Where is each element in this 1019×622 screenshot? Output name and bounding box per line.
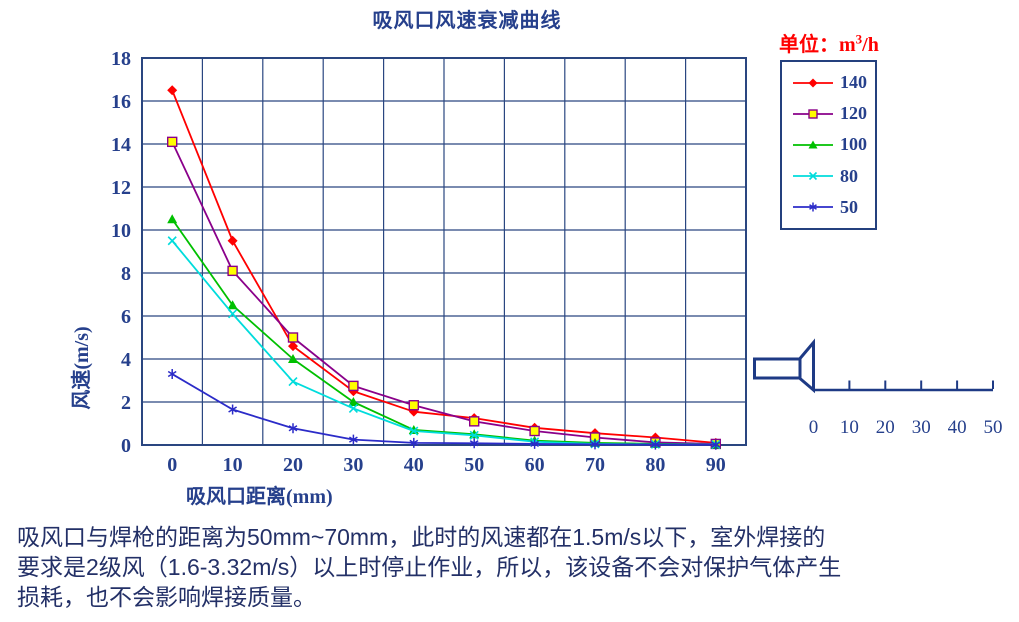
square-marker <box>287 332 299 343</box>
svg-text:70: 70 <box>585 454 605 476</box>
ruler-labels: 0 10 20 30 40 50 <box>809 417 1003 438</box>
asterisk-marker <box>711 439 721 450</box>
asterisk-marker <box>349 434 358 445</box>
square-marker <box>529 425 540 437</box>
svg-text:20: 20 <box>876 417 895 438</box>
asterisk-marker <box>288 423 298 434</box>
y-axis-title: 风速(m/s) <box>70 326 93 409</box>
square-marker <box>469 416 480 427</box>
svg-text:40: 40 <box>404 454 424 476</box>
chart-title: 吸风口风速衰减曲线 <box>372 10 562 32</box>
triangle-marker <box>227 300 238 310</box>
svg-text:6: 6 <box>121 306 131 328</box>
asterisk-marker <box>228 404 237 415</box>
x-marker <box>808 172 818 181</box>
svg-text:14: 14 <box>111 134 131 156</box>
svg-text:40: 40 <box>948 417 967 438</box>
legend-unit-prefix: 单位： <box>779 34 839 56</box>
legend-square-icon <box>793 109 833 119</box>
legend-item-label: 80 <box>840 165 858 186</box>
x-marker <box>288 377 298 387</box>
caption-line-1: 吸风口与焊枪的距离为50mm~70mm，此时的风速都在1.5m/s以下，室外焊接… <box>17 524 826 550</box>
legend-unit-rest: /h <box>862 34 879 56</box>
x-marker <box>167 236 177 246</box>
svg-text:60: 60 <box>525 454 545 476</box>
x-axis-tick-labels: 0 10 20 30 40 50 60 70 80 90 <box>167 454 726 476</box>
square-marker <box>808 109 818 119</box>
svg-text:16: 16 <box>111 91 131 113</box>
svg-text:80: 80 <box>645 454 665 476</box>
caption-paragraph: 吸风口与焊枪的距离为50mm~70mm，此时的风速都在1.5m/s以下，室外焊接… <box>17 522 1012 612</box>
asterisk-marker <box>469 438 479 449</box>
square-marker <box>166 136 178 148</box>
diamond-marker <box>167 85 178 96</box>
gridlines <box>141 57 747 446</box>
legend-item-label: 100 <box>840 134 867 155</box>
series-50 <box>167 369 721 450</box>
x-marker <box>348 403 358 414</box>
y-axis-tick-labels: 0 2 4 6 8 10 12 14 16 18 <box>111 48 131 457</box>
legend-unit-base: m <box>839 34 856 56</box>
legend-entry-50: 50 <box>791 197 875 218</box>
legend-entry-140: 140 <box>791 72 875 93</box>
svg-text:30: 30 <box>343 454 363 476</box>
svg-text:10: 10 <box>223 454 243 476</box>
triangle-marker <box>288 354 298 363</box>
svg-text:30: 30 <box>912 417 931 438</box>
x-marker <box>228 309 238 319</box>
legend-x-icon <box>793 172 833 181</box>
x-axis-title: 吸风口距离(mm) <box>186 486 333 508</box>
svg-text:0: 0 <box>809 417 819 438</box>
asterisk-marker <box>530 438 539 449</box>
svg-text:8: 8 <box>121 263 131 285</box>
legend-unit-label: 单位：m3/h <box>779 28 879 57</box>
nozzle-ruler-diagram <box>753 338 994 394</box>
x-marker <box>409 426 419 436</box>
svg-text:2: 2 <box>121 392 131 414</box>
diamond-marker <box>288 341 298 352</box>
square-marker <box>227 265 238 277</box>
line-chart-canvas: 0 2 4 6 8 10 12 14 16 18 0 10 20 30 40 50 60 70 80 90 风速(m/s… <box>70 48 1003 476</box>
caption-line-2: 要求是2级风（1.6-3.32m/s）以上时停止作业，所以，该设备不会对保护气体… <box>17 554 842 580</box>
asterisk-marker <box>809 202 817 212</box>
svg-text:4: 4 <box>121 349 131 371</box>
legend-unit-superscript: 3 <box>855 31 863 47</box>
svg-text:50: 50 <box>464 454 484 476</box>
legend: 140 120 100 80 50 <box>780 60 877 230</box>
legend-entry-100: 100 <box>791 134 875 155</box>
svg-text:20: 20 <box>283 454 303 476</box>
asterisk-marker <box>409 437 419 448</box>
square-marker <box>348 380 359 392</box>
svg-text:90: 90 <box>706 454 726 476</box>
caption-line-3: 损耗，也不会影响焊接质量。 <box>17 584 316 610</box>
square-marker <box>408 400 419 411</box>
svg-text:10: 10 <box>111 220 131 242</box>
legend-asterisk-icon <box>793 202 833 212</box>
diamond-marker <box>808 78 818 88</box>
svg-text:12: 12 <box>111 177 131 199</box>
triangle-marker <box>348 397 359 406</box>
legend-item-label: 140 <box>840 72 867 93</box>
legend-triangle-icon <box>793 140 833 149</box>
svg-text:0: 0 <box>121 435 131 457</box>
legend-entry-120: 120 <box>791 103 875 124</box>
svg-text:10: 10 <box>840 417 859 438</box>
diamond-marker <box>227 235 238 246</box>
x-marker <box>469 430 479 440</box>
asterisk-marker <box>590 439 600 450</box>
svg-text:18: 18 <box>111 48 131 70</box>
triangle-marker <box>808 140 818 149</box>
svg-text:50: 50 <box>984 417 1003 438</box>
legend-entry-80: 80 <box>791 166 875 187</box>
asterisk-marker <box>167 369 177 380</box>
plot-border <box>141 57 747 446</box>
asterisk-marker <box>651 439 660 450</box>
triangle-marker <box>167 214 178 224</box>
legend-item-label: 50 <box>840 196 858 217</box>
svg-text:0: 0 <box>167 454 177 476</box>
legend-item-label: 120 <box>840 103 867 124</box>
legend-diamond-icon <box>793 78 833 88</box>
